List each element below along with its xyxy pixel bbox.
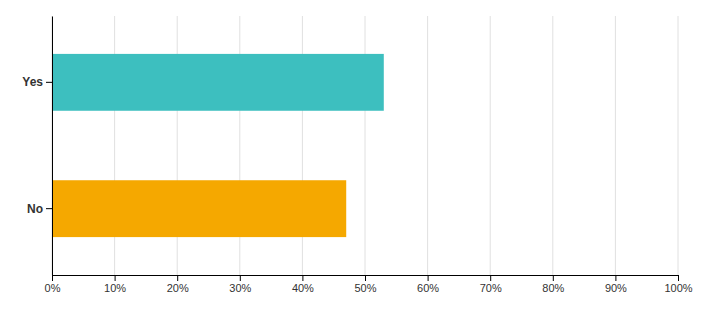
value-axis: 0% 10% 20% 30% 40% 50% 60% 70% 80% 90% 100% (45, 275, 693, 294)
tick: 10% (104, 275, 126, 294)
tick-label: 30% (229, 282, 251, 294)
tick-label: 80% (542, 282, 564, 294)
tick-label: 40% (292, 282, 314, 294)
tick-mark (52, 275, 53, 281)
tick-label: 10% (104, 282, 126, 294)
tick-mark (490, 275, 491, 281)
grid-line (678, 16, 679, 275)
tick-mark (365, 275, 366, 281)
tick-mark (46, 82, 52, 83)
tick-label: 100% (664, 282, 692, 294)
tick-label: Yes (22, 75, 43, 89)
tick: No (27, 202, 52, 216)
tick-label: 90% (605, 282, 627, 294)
grid-line (552, 16, 553, 275)
category-axis: No Yes (22, 17, 52, 276)
plot: 0% 10% 20% 30% 40% 50% 60% 70% 80% 90% 100% No Yes (22, 16, 692, 294)
bars (52, 54, 384, 237)
grid-line (52, 16, 53, 275)
tick-label: 20% (167, 282, 189, 294)
tick-mark (678, 275, 679, 281)
grid-line (615, 16, 616, 275)
tick-mark (177, 275, 178, 281)
grid-line (490, 16, 491, 275)
tick-mark (46, 208, 52, 209)
tick: 70% (480, 275, 502, 294)
tick: 60% (417, 275, 439, 294)
tick-mark (302, 275, 303, 281)
grid (52, 16, 678, 275)
tick-label: No (27, 202, 43, 216)
tick-mark (240, 275, 241, 281)
tick-label: 60% (417, 282, 439, 294)
tick-label: 0% (45, 282, 61, 294)
tick: 30% (229, 275, 251, 294)
tick-mark (553, 275, 554, 281)
tick-mark (428, 275, 429, 281)
bar (52, 54, 384, 111)
tick-mark (615, 275, 616, 281)
tick: Yes (22, 75, 52, 89)
axis-line (52, 17, 53, 276)
bar (52, 180, 346, 237)
tick: 40% (292, 275, 314, 294)
tick: 0% (45, 275, 61, 294)
tick-label: 70% (480, 282, 502, 294)
tick-mark (115, 275, 116, 281)
tick: 80% (542, 275, 564, 294)
tick: 50% (354, 275, 376, 294)
tick: 100% (664, 275, 692, 294)
tick: 20% (167, 275, 189, 294)
tick-label: 50% (354, 282, 376, 294)
tick: 90% (605, 275, 627, 294)
grid-line (427, 16, 428, 275)
chart: 0% 10% 20% 30% 40% 50% 60% 70% 80% 90% 100% No Yes (0, 0, 702, 309)
